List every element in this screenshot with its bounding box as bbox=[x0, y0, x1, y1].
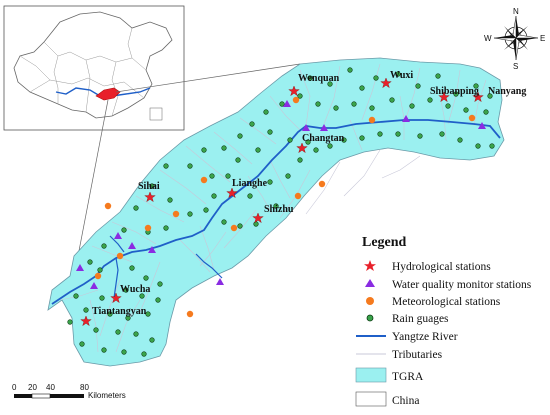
legend: Legend Hydrological stations Water quali… bbox=[355, 235, 532, 407]
yangtze-tributary-south bbox=[195, 253, 223, 279]
meteorological-stations bbox=[94, 96, 476, 318]
legend-label-tgra: TGRA bbox=[392, 371, 424, 383]
rain-gauges bbox=[67, 67, 495, 357]
leader-line-bottom bbox=[77, 99, 109, 257]
hydro-star-wuxi bbox=[380, 77, 392, 89]
legend-symbol-ring bbox=[366, 314, 374, 322]
legend-symbol-dot bbox=[366, 297, 374, 305]
compass-n: N bbox=[513, 7, 519, 16]
hydro-star-wucha bbox=[110, 292, 122, 304]
label-wuxi: Wuxi bbox=[390, 70, 413, 81]
label-shizhu: Shizhu bbox=[264, 204, 294, 215]
scale-tick-20: 20 bbox=[28, 383, 37, 392]
scale-tick-0: 0 bbox=[12, 383, 17, 392]
legend-label-yangtze: Yangtze River bbox=[392, 331, 458, 343]
hydrological-stations bbox=[80, 77, 484, 327]
legend-symbol-star bbox=[364, 260, 376, 271]
china-outline bbox=[13, 11, 173, 119]
hydro-star-shibanping bbox=[438, 91, 450, 103]
scale-bar: 0 20 40 80 Kilometers bbox=[12, 383, 126, 400]
legend-title: Legend bbox=[362, 235, 407, 250]
tgra-region bbox=[47, 57, 505, 367]
legend-label-water-quality: Water quality monitor stations bbox=[392, 279, 532, 291]
yangtze-tributary-wucha bbox=[113, 257, 119, 299]
label-nanyang: Nanyang bbox=[488, 86, 526, 97]
hydro-star-lianghe bbox=[226, 187, 238, 199]
hydro-star-nanyang bbox=[472, 91, 484, 103]
label-lianghe: Lianghe bbox=[232, 178, 268, 189]
north-arrow: N S E W bbox=[484, 7, 545, 71]
scale-tick-40: 40 bbox=[46, 383, 55, 392]
inset-tgra-highlight bbox=[95, 87, 121, 101]
hydro-star-wenquan bbox=[288, 85, 300, 97]
scale-unit: Kilometers bbox=[88, 391, 126, 400]
label-shibanping: Shibanping bbox=[430, 86, 479, 97]
label-wenquan: Wenquan bbox=[298, 73, 340, 84]
legend-label-tributaries: Tributaries bbox=[392, 349, 443, 361]
compass-w: W bbox=[484, 34, 492, 43]
label-tiantangyan: Tiantangyan bbox=[92, 306, 147, 317]
label-sihai: Sihai bbox=[138, 181, 160, 192]
leader-line-top bbox=[115, 63, 301, 93]
label-wucha: Wucha bbox=[120, 284, 150, 295]
hydro-star-shizhu bbox=[252, 212, 264, 224]
legend-symbol-empty-box bbox=[355, 391, 387, 407]
china-inset-map bbox=[3, 5, 185, 131]
legend-label-china: China bbox=[392, 395, 419, 407]
hydro-star-sihai bbox=[144, 191, 156, 203]
legend-symbol-fill-box bbox=[355, 367, 387, 383]
legend-label-hydrological: Hydrological stations bbox=[392, 261, 491, 273]
place-labels: Wenquan Wuxi Shibanping Nanyang Changtan… bbox=[92, 70, 526, 317]
label-changtan: Changtan bbox=[302, 133, 345, 144]
compass-s: S bbox=[513, 62, 518, 71]
legend-symbol-triangle bbox=[365, 279, 375, 287]
yangtze-tributary-north bbox=[109, 235, 125, 253]
hydro-star-tiantangyan bbox=[80, 315, 92, 327]
scale-tick-80: 80 bbox=[80, 383, 89, 392]
legend-label-rain: Rain guages bbox=[392, 313, 449, 325]
compass-e: E bbox=[540, 34, 545, 43]
legend-label-meteorological: Meteorological stations bbox=[392, 296, 501, 308]
hydro-star-changtan bbox=[296, 142, 308, 154]
water-quality-stations bbox=[76, 100, 486, 289]
